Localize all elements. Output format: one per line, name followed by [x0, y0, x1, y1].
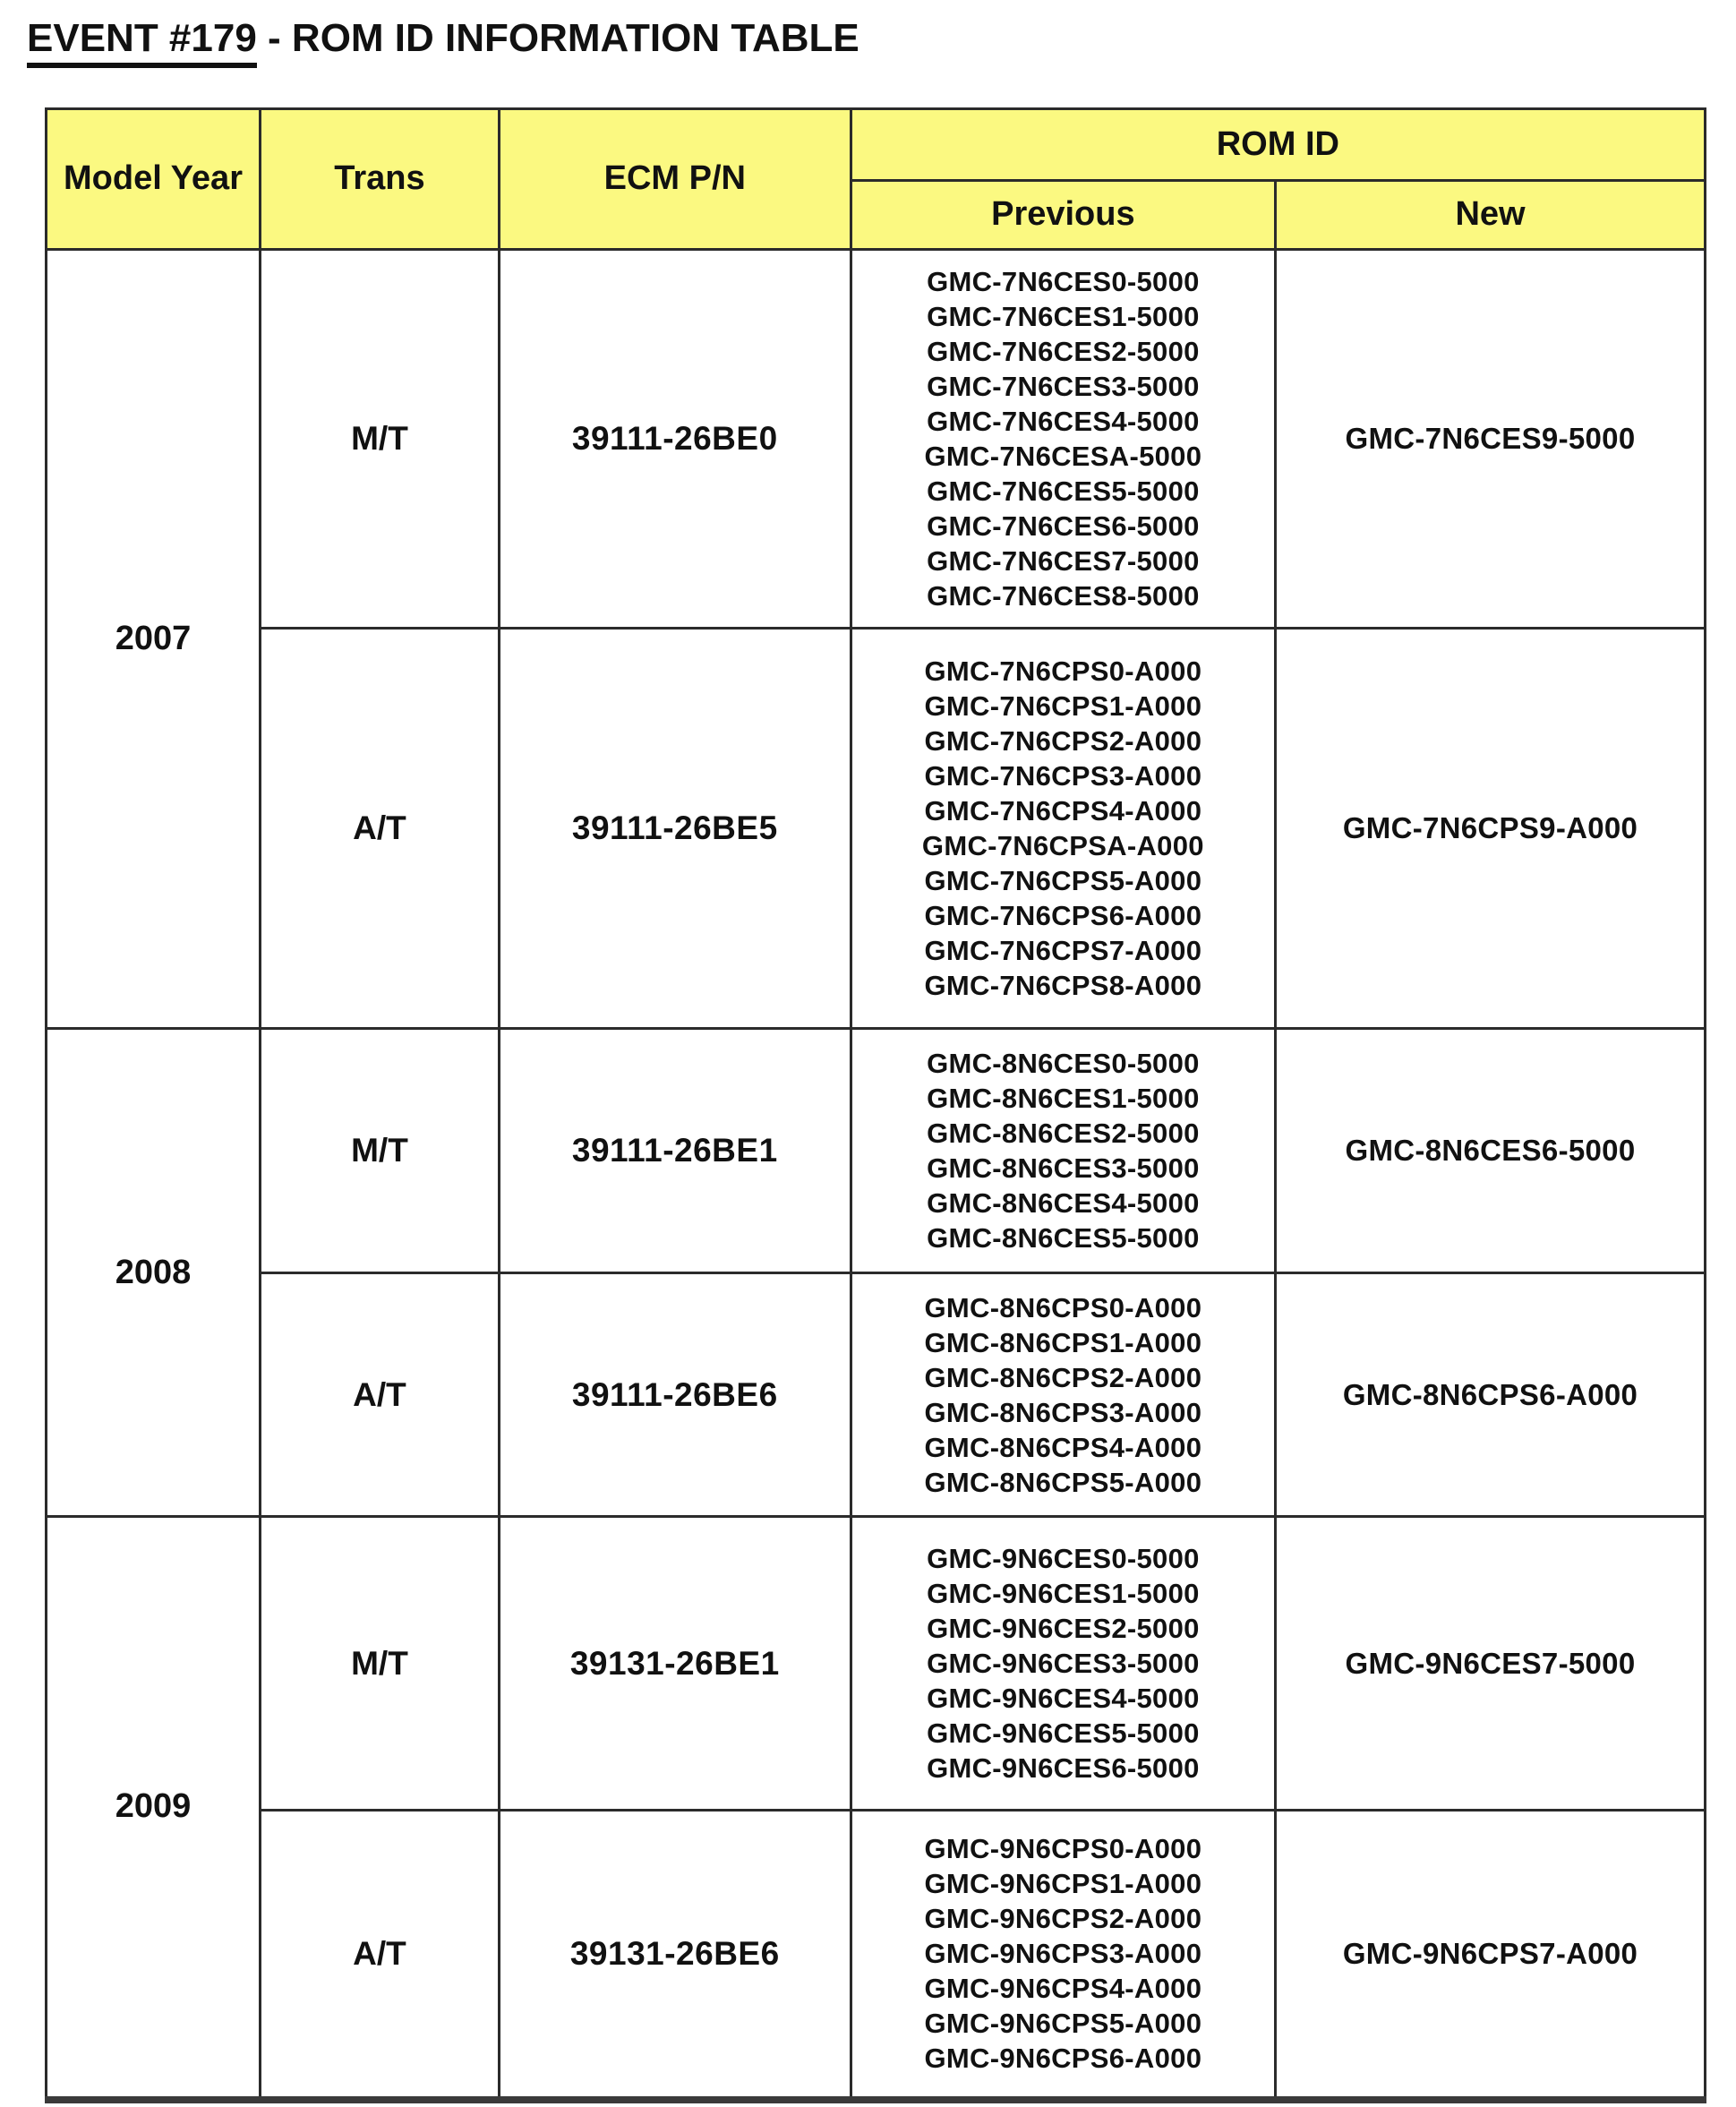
- new-rom-id-cell: GMC-7N6CPS9-A000: [1274, 627, 1706, 1030]
- rom-id-line: GMC-8N6CPS3-A000: [924, 1396, 1202, 1428]
- rom-id-line: GMC-7N6CPS6-A000: [924, 900, 1202, 931]
- previous-rom-ids-cell: GMC-7N6CES0-5000 GMC-7N6CES1-5000 GMC-7N6C…: [849, 248, 1278, 630]
- rom-id-line: GMC-7N6CES6-5000: [927, 510, 1200, 542]
- rom-id-line: GMC-8N6CPS1-A000: [924, 1326, 1202, 1358]
- rom-id-line: GMC-9N6CPS6-A000: [924, 2043, 1202, 2075]
- rom-id-line: GMC-7N6CPS3-A000: [924, 760, 1202, 792]
- column-header-model-year: Model Year: [44, 107, 262, 251]
- rom-id-line: GMC-8N6CES0-5000: [927, 1048, 1200, 1079]
- trans-cell: A/T: [259, 627, 500, 1030]
- previous-rom-ids-cell: GMC-7N6CPS0-A000 GMC-7N6CPS1-A000 GMC-7N6C…: [849, 627, 1278, 1030]
- new-rom-id-cell: GMC-9N6CPS7-A000: [1274, 1809, 1706, 2101]
- rom-id-line: GMC-9N6CES1-5000: [927, 1578, 1200, 1609]
- previous-rom-ids-cell: GMC-8N6CPS0-A000 GMC-8N6CPS1-A000 GMC-8N6C…: [849, 1272, 1278, 1518]
- column-header-new: New: [1274, 179, 1706, 251]
- ecm-pn-cell: 39111-26BE0: [497, 248, 852, 630]
- rom-id-line: GMC-7N6CES8-5000: [927, 580, 1200, 612]
- rom-id-line: GMC-7N6CPSA-A000: [921, 830, 1204, 861]
- column-header-ecm-pn: ECM P/N: [497, 107, 852, 251]
- rom-id-line: GMC-9N6CPS2-A000: [924, 1903, 1202, 1935]
- table-row: A/T 39131-26BE6 GMC-9N6CPS0-A000 GMC-9N6C…: [47, 1809, 1706, 2101]
- rom-id-line: GMC-7N6CES1-5000: [927, 301, 1200, 332]
- table-row: A/T 39111-26BE5 GMC-7N6CPS0-A000 GMC-7N6C…: [47, 627, 1706, 1030]
- new-rom-id-cell: GMC-7N6CES9-5000: [1274, 248, 1706, 630]
- rom-id-line: GMC-7N6CES7-5000: [927, 545, 1200, 577]
- table-row: 2008 M/T 39111-26BE1 GMC-8N6CES0-5000 GMC…: [44, 1027, 1706, 1518]
- rom-id-line: GMC-7N6CPS7-A000: [924, 935, 1202, 966]
- rom-id-line: GMC-9N6CES5-5000: [927, 1717, 1200, 1749]
- column-header-rom-id: ROM ID: [849, 107, 1707, 182]
- rom-id-line: GMC-7N6CES2-5000: [927, 336, 1200, 367]
- rom-id-line: GMC-7N6CESA-5000: [924, 441, 1202, 472]
- model-year-cell: 2009: [44, 1515, 262, 2101]
- rom-id-line: GMC-9N6CPS0-A000: [924, 1833, 1202, 1865]
- rom-id-line: GMC-7N6CPS5-A000: [924, 865, 1202, 896]
- rom-id-line: GMC-9N6CPS1-A000: [924, 1868, 1202, 1900]
- rom-id-line: GMC-7N6CES3-5000: [927, 371, 1200, 402]
- rom-id-line: GMC-8N6CES1-5000: [927, 1083, 1200, 1114]
- rom-id-line: GMC-7N6CES5-5000: [927, 475, 1200, 507]
- rom-id-line: GMC-8N6CPS2-A000: [924, 1361, 1202, 1393]
- rom-id-line: GMC-9N6CPS3-A000: [924, 1938, 1202, 1970]
- page-title: EVENT #179 - ROM ID INFORMATION TABLE: [27, 16, 859, 68]
- rom-id-line: GMC-7N6CPS2-A000: [924, 725, 1202, 757]
- rom-id-line: GMC-7N6CPS8-A000: [924, 970, 1202, 1001]
- table-row: A/T 39111-26BE6 GMC-8N6CPS0-A000 GMC-8N6C…: [47, 1272, 1706, 1518]
- rom-id-line: GMC-9N6CES0-5000: [927, 1543, 1200, 1574]
- trans-cell: A/T: [259, 1809, 500, 2101]
- rom-id-line: GMC-9N6CPS5-A000: [924, 2008, 1202, 2040]
- page-title-rest: - ROM ID INFORMATION TABLE: [256, 16, 859, 60]
- rom-id-line: GMC-9N6CPS4-A000: [924, 1973, 1202, 2005]
- ecm-pn-cell: 39131-26BE1: [497, 1515, 852, 1812]
- rom-id-information-table: Model Year Trans ECM P/N ROM ID Previous…: [44, 107, 1707, 2103]
- page-title-event-number: EVENT #179: [27, 16, 257, 68]
- rom-id-line: GMC-8N6CES3-5000: [927, 1152, 1200, 1184]
- rom-id-line: GMC-7N6CES0-5000: [927, 266, 1200, 297]
- rom-id-line: GMC-8N6CPS0-A000: [924, 1291, 1202, 1323]
- rom-id-line: GMC-8N6CPS4-A000: [924, 1431, 1202, 1463]
- rom-id-line: GMC-9N6CES6-5000: [927, 1752, 1200, 1784]
- previous-rom-ids-cell: GMC-9N6CES0-5000 GMC-9N6CES1-5000 GMC-9N6C…: [849, 1515, 1278, 1812]
- new-rom-id-cell: GMC-8N6CPS6-A000: [1274, 1272, 1706, 1518]
- rom-id-line: GMC-7N6CES4-5000: [927, 406, 1200, 437]
- previous-rom-ids-cell: GMC-8N6CES0-5000 GMC-8N6CES1-5000 GMC-8N6C…: [849, 1027, 1278, 1274]
- rom-id-line: GMC-8N6CPS5-A000: [924, 1466, 1202, 1498]
- column-header-previous: Previous: [849, 179, 1278, 251]
- trans-cell: M/T: [259, 1027, 500, 1274]
- ecm-pn-cell: 39111-26BE6: [497, 1272, 852, 1518]
- table-row: 2009 M/T 39131-26BE1 GMC-9N6CES0-5000 GMC…: [44, 1515, 1706, 2101]
- rom-id-line: GMC-9N6CES2-5000: [927, 1613, 1200, 1644]
- rom-id-line: GMC-8N6CES5-5000: [927, 1222, 1200, 1254]
- previous-rom-ids-cell: GMC-9N6CPS0-A000 GMC-9N6CPS1-A000 GMC-9N6C…: [849, 1809, 1278, 2101]
- trans-cell: A/T: [259, 1272, 500, 1518]
- table-row: 2007 M/T 39111-26BE0 GMC-7N6CES0-5000 GMC…: [44, 248, 1706, 1030]
- model-year-cell: 2008: [44, 1027, 262, 1518]
- rom-id-line: GMC-7N6CPS4-A000: [924, 795, 1202, 827]
- rom-id-line: GMC-9N6CES3-5000: [927, 1648, 1200, 1679]
- rom-id-line: GMC-9N6CES4-5000: [927, 1683, 1200, 1714]
- ecm-pn-cell: 39111-26BE1: [497, 1027, 852, 1274]
- new-rom-id-cell: GMC-8N6CES6-5000: [1274, 1027, 1706, 1274]
- rom-id-line: GMC-8N6CES2-5000: [927, 1118, 1200, 1149]
- trans-cell: M/T: [259, 248, 500, 630]
- column-header-trans: Trans: [259, 107, 500, 251]
- rom-id-line: GMC-7N6CPS0-A000: [924, 655, 1202, 687]
- trans-cell: M/T: [259, 1515, 500, 1812]
- ecm-pn-cell: 39111-26BE5: [497, 627, 852, 1030]
- rom-id-line: GMC-8N6CES4-5000: [927, 1187, 1200, 1219]
- new-rom-id-cell: GMC-9N6CES7-5000: [1274, 1515, 1706, 1812]
- model-year-cell: 2007: [44, 248, 262, 1030]
- ecm-pn-cell: 39131-26BE6: [497, 1809, 852, 2101]
- rom-id-line: GMC-7N6CPS1-A000: [924, 690, 1202, 722]
